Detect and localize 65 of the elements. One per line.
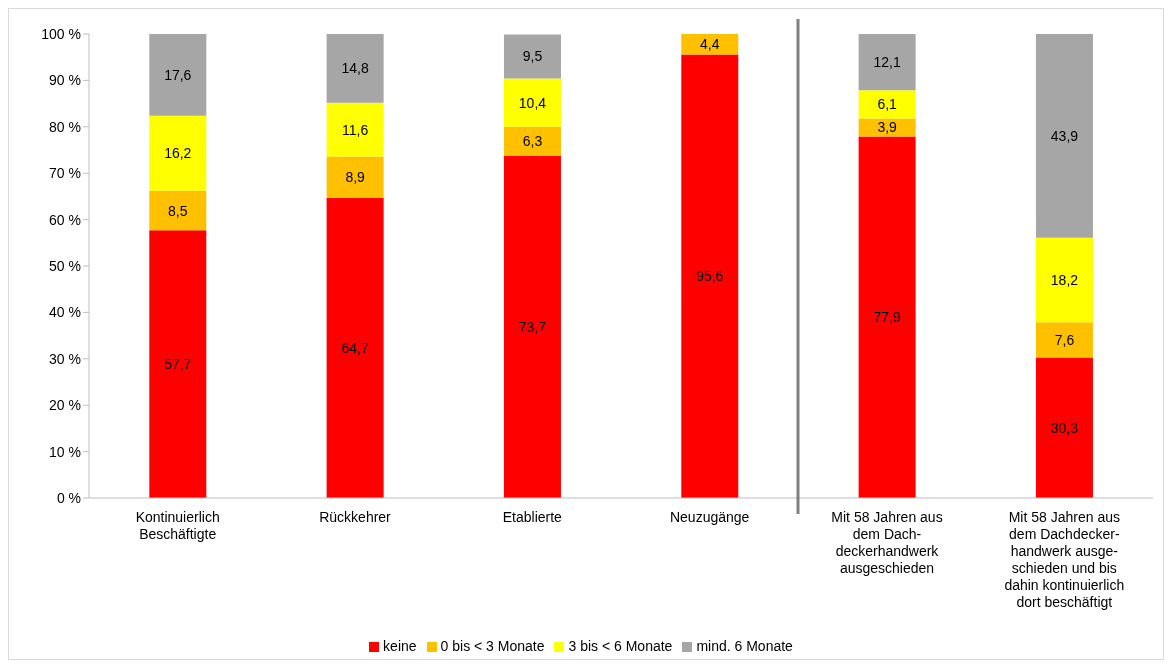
- data-label: 6,1: [877, 96, 898, 113]
- bar: [1035, 357, 1093, 498]
- data-label: 3,9: [877, 119, 898, 136]
- legend-label: 0 bis < 3 Monate: [440, 638, 545, 654]
- data-label: 4,4: [700, 36, 720, 53]
- bar: [149, 230, 207, 498]
- bar: [858, 136, 916, 498]
- y-tick-label: 70 %: [49, 165, 81, 182]
- y-tick-label: 40 %: [49, 304, 81, 321]
- bar: [858, 34, 916, 91]
- bar: [1035, 237, 1093, 323]
- data-label: 12,1: [873, 54, 901, 71]
- bar: [149, 190, 207, 231]
- x-tick-label: Mit 58 Jahren aus dem Dach- deckerhandwerk ausgeschieden: [831, 509, 943, 576]
- x-tick-label: Rückkehrer: [319, 509, 392, 525]
- data-label: 17,6: [164, 66, 192, 83]
- bar: [681, 34, 739, 55]
- data-label: 18,2: [1050, 271, 1079, 288]
- x-tick-label: Mit 58 Jahren aus dem Dachdecker- handwerk ausge- schieden und bis dahin kontinuierlich dort beschäftigt: [1004, 509, 1125, 610]
- bar: [149, 115, 207, 191]
- bar: [858, 118, 916, 137]
- y-tick-label: 80 %: [49, 118, 81, 135]
- y-tick-label: 20 %: [49, 397, 81, 414]
- data-label: 16,2: [164, 145, 192, 162]
- bar: [503, 78, 561, 127]
- bar: [681, 54, 739, 498]
- legend-label: keine: [383, 638, 417, 654]
- bar: [326, 34, 384, 103]
- data-label: 9,5: [522, 48, 543, 65]
- y-tick-label: 10 %: [49, 443, 81, 460]
- data-label: 10,4: [518, 94, 547, 111]
- data-label: 77,9: [873, 309, 901, 326]
- bar: [326, 102, 384, 157]
- bar: [326, 156, 384, 198]
- data-label: 64,7: [341, 339, 369, 356]
- y-tick-label: 30 %: [49, 350, 81, 367]
- bar: [503, 156, 561, 498]
- legend-label: 3 bis < 6 Monate: [568, 638, 673, 654]
- bar: [149, 34, 207, 116]
- data-label: 73,7: [518, 318, 547, 335]
- data-label: 6,3: [522, 133, 543, 150]
- bar: [1035, 322, 1093, 358]
- data-label: 7,6: [1054, 331, 1075, 348]
- bar: [1035, 34, 1093, 238]
- data-label: 30,3: [1050, 419, 1079, 436]
- x-tick-label: Kontinuierlich Beschäftigte: [135, 509, 220, 542]
- data-label: 14,8: [341, 60, 369, 77]
- y-tick-label: 0 %: [56, 489, 81, 506]
- bar: [858, 90, 916, 119]
- y-tick-label: 60 %: [49, 211, 81, 228]
- y-tick-label: 100 %: [41, 25, 81, 42]
- legend-label: mind. 6 Monate: [696, 638, 793, 654]
- bar: [326, 197, 384, 498]
- data-label: 57,7: [164, 356, 192, 373]
- bar: [503, 34, 561, 79]
- x-tick-label: Neuzugänge: [669, 509, 750, 525]
- x-tick-label: Etablierte: [502, 509, 563, 525]
- data-label: 8,5: [168, 202, 188, 219]
- data-label: 8,9: [345, 169, 366, 186]
- bar: [503, 126, 561, 157]
- data-label: 95,6: [696, 268, 724, 285]
- data-label: 43,9: [1050, 127, 1079, 144]
- y-tick-label: 50 %: [49, 257, 81, 274]
- y-tick-label: 90 %: [49, 72, 81, 89]
- data-label: 11,6: [342, 121, 369, 138]
